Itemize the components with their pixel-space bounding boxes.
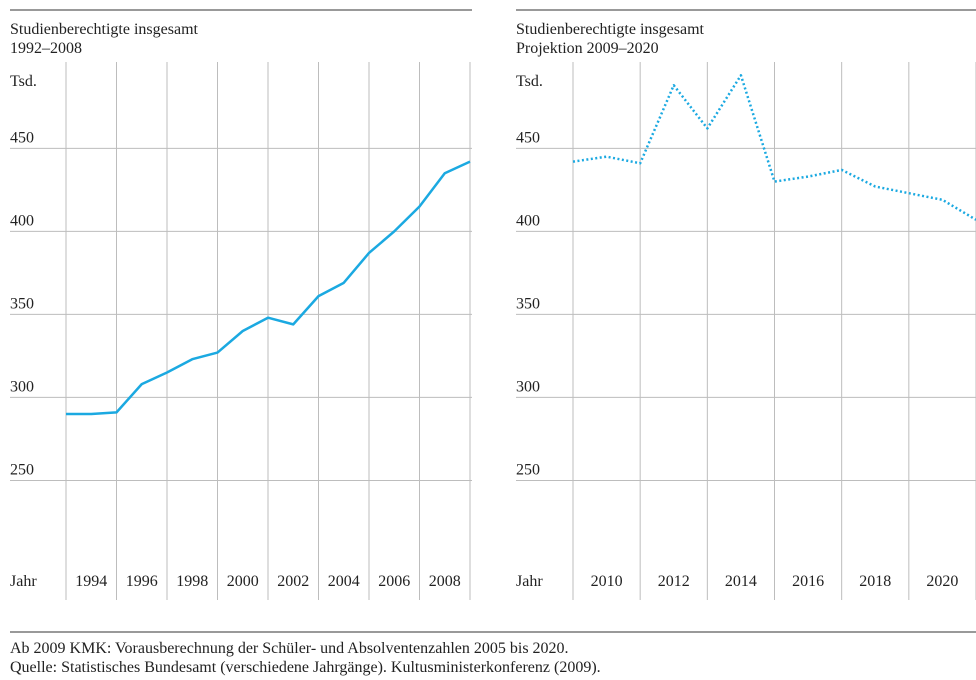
x-tick-label: 2004 [328,573,360,590]
x-tick-label: 2002 [277,573,309,590]
y-tick-label: 250 [10,461,34,478]
chart-title: Studienberechtigte insgesamt [516,21,705,38]
chart-title: Studienberechtigte insgesamt [10,21,199,38]
x-tick-label: 2010 [591,573,623,590]
y-tick-label: 450 [10,129,34,146]
y-tick-label: 250 [516,461,540,478]
x-tick-label: 1994 [75,573,107,590]
y-tick-label: 300 [516,378,540,395]
x-tick-label: 2012 [658,573,690,590]
x-tick-label: 1996 [126,573,158,590]
data-line [572,74,976,221]
y-axis-label: Tsd. [10,73,37,90]
y-tick-label: 400 [10,212,34,229]
x-tick-label: 2000 [227,573,259,590]
data-line [66,160,471,416]
x-tick-label: 2006 [378,573,410,590]
y-axis-label: Tsd. [516,73,543,90]
x-tick-label: 1998 [176,573,208,590]
x-axis-label: Jahr [10,573,37,590]
x-tick-label: 2014 [725,573,757,590]
y-tick-label: 400 [516,212,540,229]
note: Quelle: Statistisches Bundesamt (verschi… [10,659,601,676]
x-axis-label: Jahr [516,573,543,590]
x-tick-label: 2018 [859,573,891,590]
chart-subtitle: 1992–2008 [10,40,82,57]
note: Ab 2009 KMK: Vorausberechnung der Schüle… [10,640,569,657]
chart-subtitle: Projektion 2009–2020 [516,40,659,57]
x-tick-label: 2016 [792,573,824,590]
y-tick-label: 350 [10,295,34,312]
x-tick-label: 2020 [926,573,958,590]
y-tick-label: 350 [516,295,540,312]
x-tick-label: 2008 [429,573,461,590]
y-tick-label: 450 [516,129,540,146]
y-tick-label: 300 [10,378,34,395]
